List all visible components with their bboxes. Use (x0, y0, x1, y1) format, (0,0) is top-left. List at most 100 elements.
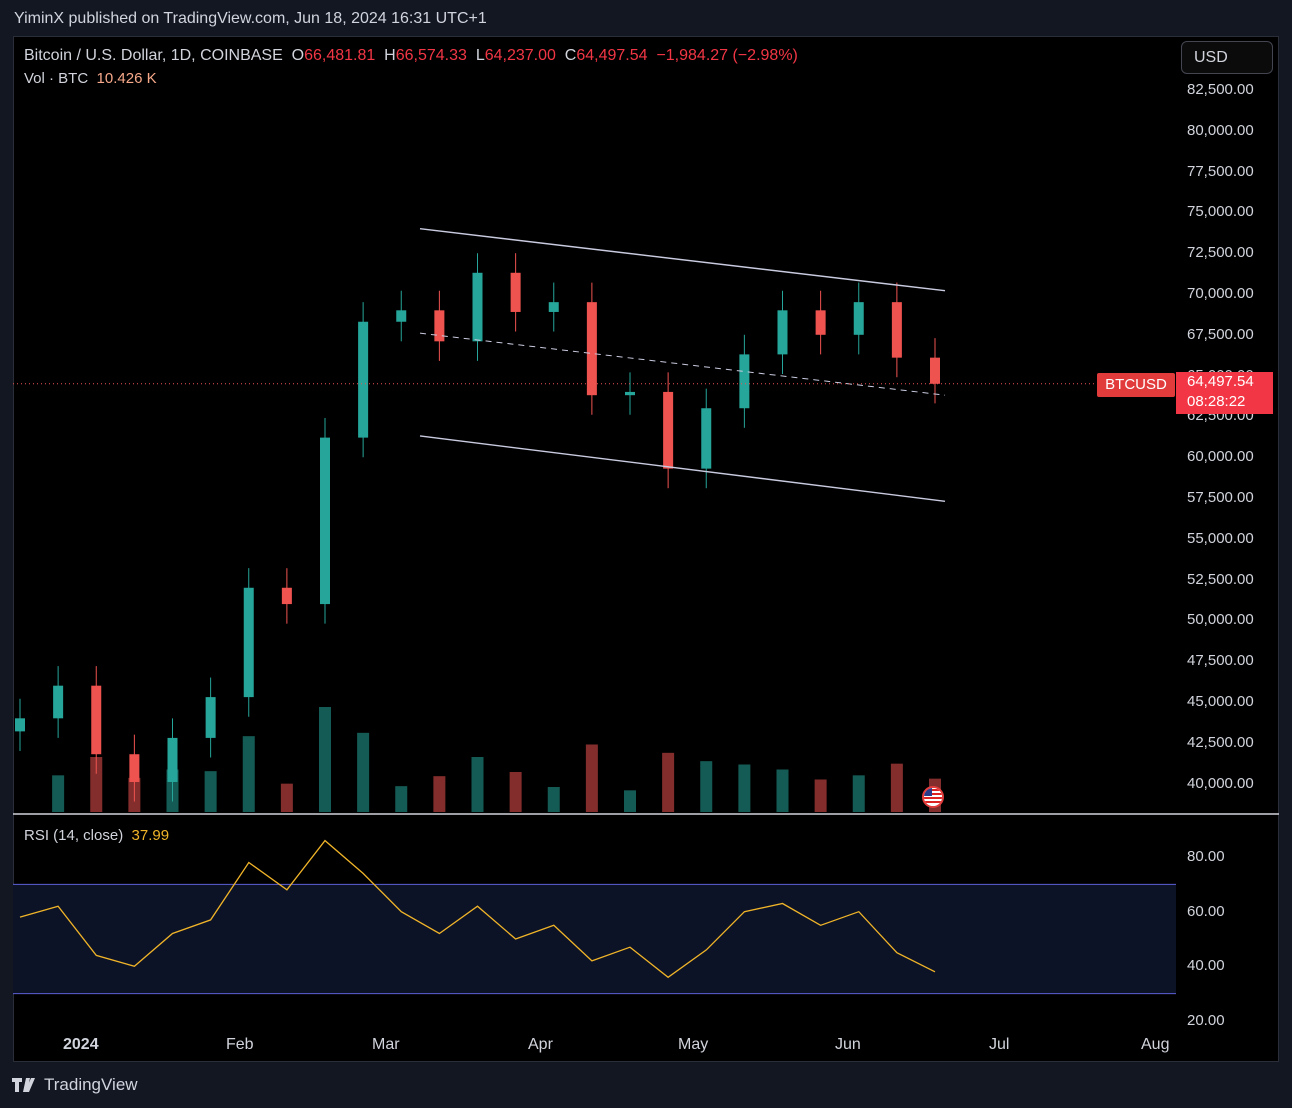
price-tick-label: 50,000.00 (1187, 611, 1254, 629)
price-tick-label: 67,500.00 (1187, 325, 1254, 343)
bar-countdown: 08:28:22 (1187, 393, 1246, 410)
last-price: 64,497.54 (1187, 373, 1254, 390)
price-tick-label: 52,500.00 (1187, 570, 1254, 588)
time-tick-label: Jul (989, 1036, 1010, 1053)
volume-bar (776, 769, 789, 812)
rsi-tick-label: 40.00 (1187, 957, 1225, 975)
volume-bar (433, 776, 446, 812)
candle-body (510, 272, 521, 312)
volume-bar (547, 787, 560, 812)
time-tick-label: Feb (226, 1036, 254, 1053)
brand-name: TradingView (44, 1075, 138, 1094)
volume-bar (204, 771, 217, 812)
volume-bar (890, 763, 903, 812)
symbol-badge: BTCUSD (1097, 373, 1175, 397)
candle-body (891, 302, 902, 358)
currency-button[interactable]: USD (1181, 41, 1273, 74)
volume-bar (90, 757, 103, 812)
us-flag-icon[interactable] (922, 786, 944, 808)
volume-bar (738, 764, 751, 812)
candle-body (167, 737, 178, 782)
channel-lower-line (419, 435, 946, 502)
candle-body (472, 272, 483, 342)
price-tick-label: 55,000.00 (1187, 529, 1254, 547)
volume-bar (585, 744, 598, 812)
tradingview-logo[interactable]: TradingView (12, 1075, 138, 1095)
time-tick-label: May (678, 1036, 709, 1053)
tv-logo-icon (12, 1078, 35, 1092)
candle-body (739, 354, 750, 409)
price-tick-label: 75,000.00 (1187, 203, 1254, 221)
volume-bar (52, 775, 65, 812)
volume-bar (242, 736, 255, 812)
price-tick-label: 72,500.00 (1187, 244, 1254, 262)
price-tick-label: 45,000.00 (1187, 693, 1254, 710)
channel-mid-line (419, 332, 946, 396)
candle-body (243, 587, 254, 698)
high-label: H (384, 47, 396, 64)
channel-upper-line (419, 228, 946, 292)
open-value: 66,481.81 (304, 47, 376, 64)
volume-bar (814, 779, 827, 812)
candle-body (434, 310, 445, 342)
candle-body (91, 685, 102, 755)
volume-bar (471, 757, 484, 812)
candle-body (930, 357, 940, 384)
volume-bar (700, 761, 713, 812)
low-value: 64,237.00 (484, 47, 556, 64)
price-tick-label: 47,500.00 (1187, 652, 1254, 670)
price-tick-label: 40,000.00 (1187, 774, 1254, 792)
price-tick-label: 77,500.00 (1187, 162, 1254, 180)
volume-label[interactable]: Vol · BTC (24, 70, 89, 87)
rsi-line (19, 839, 936, 979)
time-tick-label: Mar (372, 1036, 400, 1053)
volume-legend: Vol · BTC 10.426 K (24, 70, 157, 87)
volume-value: 10.426 K (96, 70, 157, 87)
candle-body (548, 302, 559, 312)
time-tick-label: Apr (528, 1036, 553, 1053)
candle-body (586, 302, 597, 396)
candle-body (701, 408, 712, 469)
candle-body (320, 437, 330, 605)
candle-body (853, 302, 864, 335)
publish-info: YiminX published on TradingView.com, Jun… (14, 10, 487, 27)
time-tick-label: Aug (1141, 1036, 1170, 1053)
volume-bar (280, 783, 293, 812)
rsi-band-fill (13, 884, 1176, 994)
price-tick-label: 60,000.00 (1187, 448, 1254, 466)
rsi-label[interactable]: RSI (14, close) (24, 827, 124, 844)
candle-body (129, 754, 140, 782)
rsi-legend: RSI (14, close) 37.99 (24, 827, 169, 844)
volume-bar (509, 772, 522, 812)
symbol-title[interactable]: Bitcoin / U.S. Dollar, 1D, COINBASE (24, 47, 283, 64)
last-price-badge: 64,497.54 08:28:22 (1176, 372, 1273, 414)
rsi-tick-label: 80.00 (1187, 848, 1225, 865)
candle-body (15, 718, 25, 732)
volume-bar (662, 752, 675, 812)
rsi-tick-label: 20.00 (1187, 1012, 1225, 1029)
candle-body (815, 310, 826, 335)
time-tick-label: 2024 (63, 1036, 99, 1053)
high-value: 66,574.33 (395, 47, 467, 64)
candle-body (53, 685, 64, 719)
rsi-value: 37.99 (131, 827, 170, 844)
low-label: L (475, 47, 485, 64)
price-tick-label: 70,000.00 (1187, 285, 1254, 302)
open-label: O (291, 47, 305, 64)
price-tick-label: 57,500.00 (1187, 489, 1254, 506)
close-label: C (564, 47, 577, 64)
close-value: 64,497.54 (576, 47, 648, 64)
candle-body (663, 391, 674, 469)
candle-body (396, 310, 407, 322)
volume-bar (852, 775, 865, 812)
volume-bar (357, 732, 370, 812)
rsi-tick-label: 60.00 (1187, 902, 1225, 920)
volume-bar (624, 790, 636, 812)
candle-body (281, 587, 292, 605)
candle-body (358, 321, 369, 438)
price-tick-label: 82,500.00 (1187, 81, 1254, 98)
price-tick-label: 42,500.00 (1187, 733, 1254, 751)
change-value: −1,984.27 (−2.98%) (656, 47, 798, 64)
candle-body (205, 697, 216, 738)
